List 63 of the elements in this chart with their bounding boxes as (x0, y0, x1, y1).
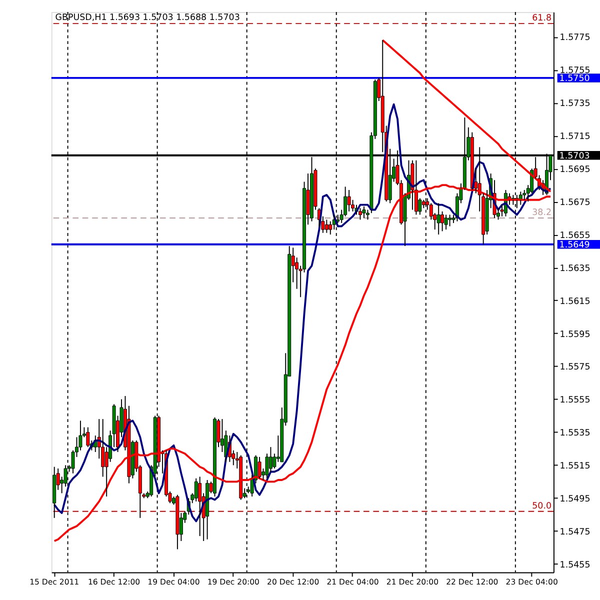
candlestick (71, 450, 75, 474)
annotation: 61.8 (532, 14, 552, 24)
x-tick-label: 19 Dec 04:00 (148, 577, 200, 586)
candlestick (101, 418, 105, 478)
candlestick (351, 199, 355, 212)
annotation: 38.2 (532, 208, 552, 218)
candlestick (194, 478, 198, 502)
y-tick-label: 1.5535 (560, 428, 590, 439)
y-tick-label: 1.5595 (560, 330, 590, 340)
y-tick-label: 1.5555 (560, 396, 590, 406)
candlestick (440, 210, 444, 232)
x-tick-label: 21 Dec 20:00 (386, 577, 439, 586)
chart-title: GBPUSD,H1 1.5693 1.5703 1.5688 1.5703 (55, 12, 240, 23)
candlestick (429, 202, 433, 220)
candlestick (176, 494, 180, 550)
y-tick-label: 1.5675 (560, 198, 590, 208)
y-tick-label: 1.5455 (560, 560, 590, 570)
candlestick (86, 426, 90, 448)
x-tick-label: 23 Dec 04:00 (506, 577, 558, 586)
y-tick-label: 1.5575 (560, 362, 590, 373)
candlestick (127, 405, 131, 484)
candlestick (328, 220, 332, 235)
candlestick (239, 454, 243, 500)
y-tick-label: 1.5735 (560, 99, 590, 110)
candlestick (321, 216, 325, 234)
candlestick (444, 214, 448, 230)
line-series (53, 103, 552, 522)
candlestick (366, 209, 370, 220)
x-tick-label: 21 Dec 04:00 (326, 577, 379, 586)
candlestick (268, 446, 272, 472)
candlestick (522, 190, 526, 200)
annotation: 50.0 (532, 501, 552, 512)
candlestick (362, 206, 366, 218)
candlestick (347, 190, 351, 212)
candlestick (198, 476, 202, 537)
y-tick-label: 1.5715 (560, 132, 590, 142)
x-tick-label: 15 Dec 2011 (30, 577, 80, 586)
x-tick-label: 16 Dec 12:00 (88, 577, 140, 586)
y-tick-label: 1.5615 (560, 296, 590, 307)
x-tick-label: 20 Dec 12:00 (267, 577, 320, 586)
candlestick (344, 186, 348, 217)
y-tick-label: 1.5515 (560, 462, 590, 472)
x-tick-label: 19 Dec 20:00 (207, 577, 260, 586)
y-tick-label: 1.5635 (560, 264, 590, 274)
candlestick (295, 257, 299, 290)
ref-line-label: 1.5703 (559, 151, 590, 162)
candlestick (206, 480, 210, 540)
candlestick (448, 214, 452, 227)
candlestick (436, 202, 440, 235)
x-tick-label: 22 Dec 12:00 (446, 577, 498, 586)
candlestick (78, 420, 82, 451)
ref-line-label: 1.5750 (559, 74, 590, 84)
y-tick-label: 1.5695 (560, 164, 590, 175)
y-tick-label: 1.5775 (560, 33, 590, 44)
ref-line-label: 1.5649 (559, 240, 590, 250)
line-series (382, 39, 552, 193)
y-tick-label: 1.5495 (560, 494, 590, 505)
candlestick (258, 456, 262, 479)
candlestick (324, 219, 328, 234)
candlestick (52, 466, 56, 518)
y-tick-label: 1.5655 (560, 230, 590, 241)
candlestick (254, 454, 258, 484)
y-tick-label: 1.5475 (560, 527, 590, 538)
